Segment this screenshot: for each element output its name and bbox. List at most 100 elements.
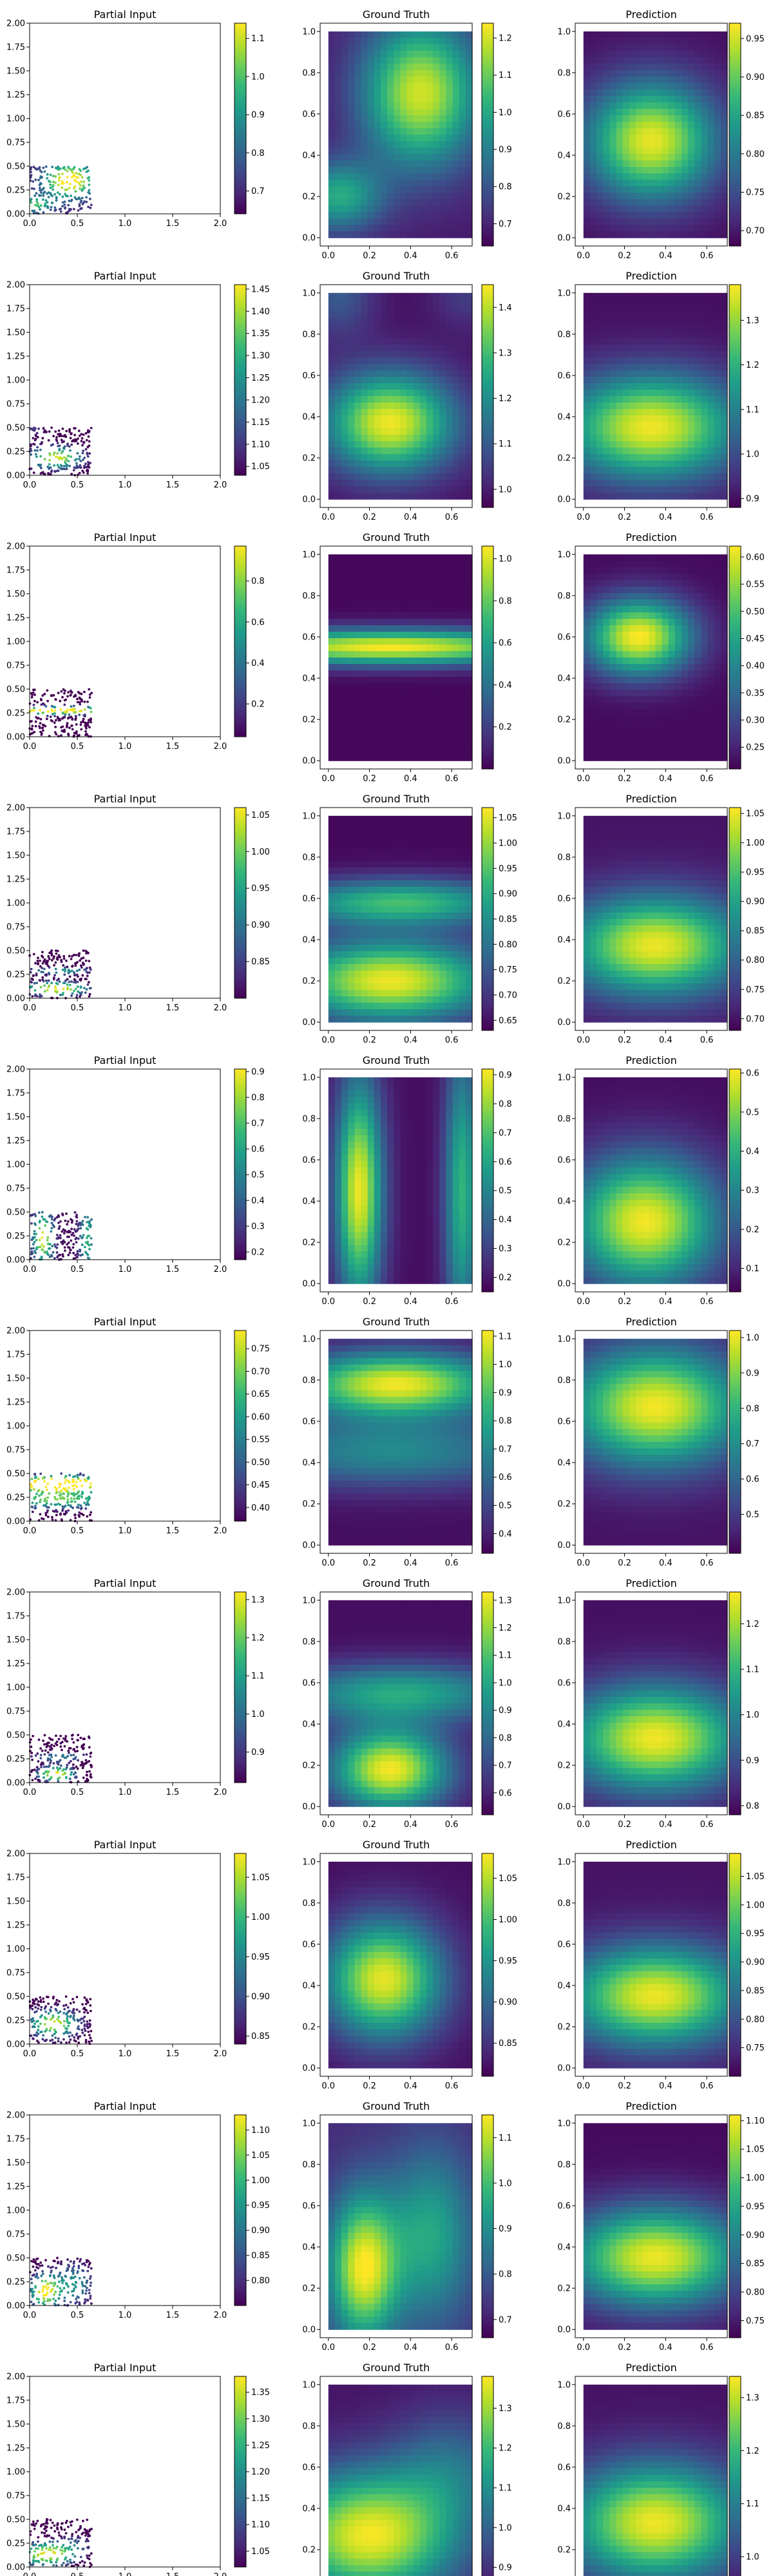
scatter-point (70, 994, 73, 998)
scatter-point (57, 1502, 60, 1505)
y-tick-label: 1.50 (6, 1636, 25, 1645)
y-tick-label: 0.4 (302, 2505, 316, 2514)
x-tick-label: 0.0 (321, 774, 335, 784)
scatter-point (73, 962, 77, 965)
scatter-point (43, 1753, 46, 1756)
input-colorbar-bar (234, 1330, 247, 1522)
scatter-point (30, 728, 33, 731)
x-tick-label: 2.0 (214, 742, 227, 752)
input-axes-frame (29, 545, 221, 737)
scatter-point (44, 2011, 48, 2013)
scatter-point (33, 2269, 37, 2272)
scatter-point (79, 2537, 81, 2539)
y-tick-label: 1.00 (6, 1945, 25, 1955)
scatter-point (87, 981, 90, 983)
prediction-colorbar-tick: 0.5 (746, 1108, 759, 1117)
scatter-point (39, 994, 42, 997)
scatter-point (33, 449, 37, 452)
scatter-point (39, 1245, 42, 1249)
scatter-point (80, 440, 83, 442)
scatter-point (41, 729, 44, 732)
y-tick-label: 1.25 (6, 1398, 25, 1408)
input-colorbar-tick: 0.75 (251, 1345, 270, 1354)
scatter-point (45, 2519, 48, 2523)
truth-colorbar-tick: 1.00 (499, 1915, 517, 1925)
scatter-point (84, 2300, 87, 2304)
input-colorbar-tick: 1.15 (251, 418, 270, 428)
y-tick-label: 0.6 (557, 2201, 571, 2211)
scatter-point (39, 1996, 42, 1999)
scatter-point (55, 1998, 59, 2002)
scatter-point (82, 2564, 86, 2567)
y-tick-label: 1.25 (6, 1921, 25, 1931)
scatter-point (79, 1224, 82, 1227)
input-colorbar-tick: 1.0 (251, 72, 265, 82)
scatter-point (56, 958, 59, 961)
scatter-point (63, 2550, 66, 2553)
scatter-point (70, 194, 73, 198)
scatter-point (66, 2525, 70, 2528)
scatter-point (84, 2029, 87, 2032)
scatter-point (66, 169, 69, 173)
y-tick-label: 1.00 (6, 899, 25, 909)
y-tick-label: 0.2 (557, 2546, 571, 2555)
scatter-point (80, 1512, 82, 1515)
x-tick-label: 0.2 (618, 1036, 631, 1045)
scatter-point (85, 2289, 88, 2292)
prediction-colorbar-tick: 0.95 (746, 1929, 765, 1939)
x-tick-label: 0.6 (700, 251, 714, 261)
scatter-point (45, 2038, 48, 2041)
x-tick-label: 0.5 (71, 2311, 84, 2320)
x-tick-label: 0.4 (659, 1036, 673, 1045)
x-tick-label: 0.2 (363, 1558, 376, 1568)
scatter-point (67, 1486, 70, 1490)
scatter-point (86, 2518, 89, 2521)
scatter-point (67, 969, 70, 971)
scatter-point (64, 1219, 67, 1222)
scatter-point (48, 1492, 51, 1495)
scatter-point (40, 703, 43, 706)
scatter-point (83, 700, 86, 703)
input-colorbar-tick: 0.70 (251, 1367, 270, 1377)
prediction-colorbar-tick: 1.3 (746, 316, 759, 326)
scatter-point (66, 1755, 70, 1757)
scatter-point (75, 1222, 78, 1226)
scatter-point (82, 1234, 85, 1236)
scatter-point (56, 441, 59, 444)
scatter-point (75, 1481, 78, 1484)
scatter-point (53, 2028, 56, 2031)
scatter-point (41, 976, 44, 979)
x-tick-label: 0.6 (445, 2343, 459, 2353)
scatter-point (82, 450, 85, 452)
x-tick-label: 0.2 (363, 774, 376, 784)
x-tick-label: 0.4 (404, 1036, 417, 1045)
scatter-point (42, 1997, 45, 2000)
truth-heatmap (328, 1338, 473, 1546)
scatter-point (48, 2546, 52, 2549)
scatter-point (90, 1511, 93, 1514)
scatter-point (67, 204, 70, 207)
truth-colorbar-tick: 0.8 (499, 2270, 512, 2280)
scatter-point (31, 1758, 33, 1761)
input-colorbar-tick: 0.60 (251, 1412, 270, 1422)
scatter-point (88, 1770, 91, 1773)
y-tick-label: 0.6 (302, 632, 316, 642)
prediction-colorbar-tick: 1.1 (746, 2499, 759, 2509)
scatter-point (82, 949, 85, 952)
scatter-point (62, 2287, 66, 2289)
scatter-point (46, 1744, 49, 1747)
scatter-point (53, 2293, 55, 2296)
scatter-point (52, 2544, 54, 2547)
scatter-point (50, 1475, 53, 1478)
prediction-colorbar-tick: 0.85 (746, 111, 765, 121)
y-tick-label: 2.00 (6, 2372, 25, 2382)
input-colorbar-bar (234, 284, 247, 476)
scatter-point (80, 692, 83, 696)
scatter-point (73, 433, 77, 437)
scatter-point (55, 1251, 59, 1254)
y-tick-label: 1.75 (6, 566, 25, 576)
prediction-colorbar-tick: 0.35 (746, 688, 765, 698)
scatter-point (50, 1743, 53, 1747)
scatter-point (82, 459, 84, 461)
scatter-point (76, 697, 79, 701)
